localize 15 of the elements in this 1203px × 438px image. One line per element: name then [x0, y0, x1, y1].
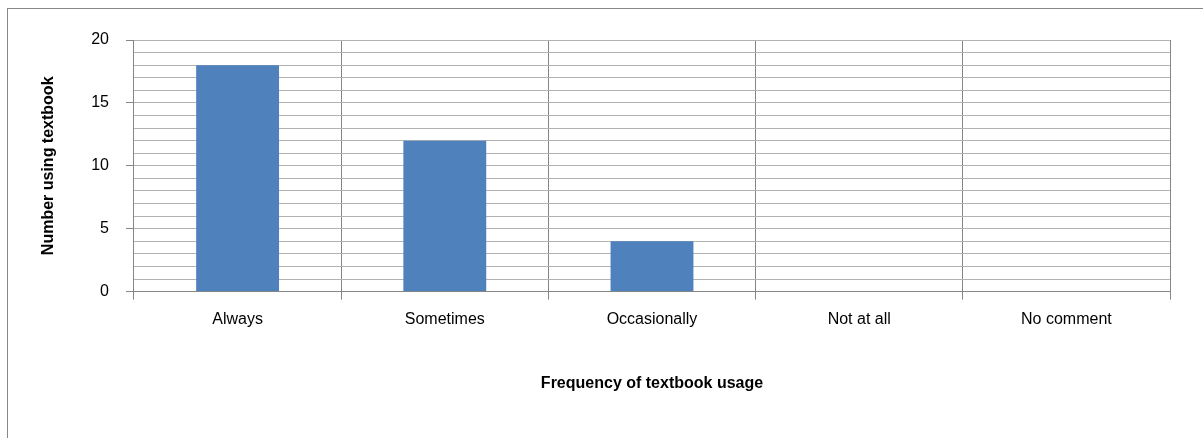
- y-tick-label: 10: [91, 156, 110, 174]
- y-tick-label: 20: [91, 30, 110, 48]
- x-tick-label: Occasionally: [606, 309, 698, 327]
- y-tick-label: 5: [100, 219, 110, 237]
- bar: [610, 241, 694, 292]
- x-tick-label: No comment: [1021, 309, 1113, 327]
- x-tick-label: Sometimes: [404, 309, 485, 327]
- y-tick-label: 0: [100, 282, 110, 300]
- bar: [403, 140, 487, 292]
- x-tick-label: Always: [212, 309, 263, 327]
- y-axis-title: Number using textbook: [39, 76, 57, 256]
- bar: [196, 65, 280, 292]
- x-axis-title: Frequency of textbook usage: [540, 373, 764, 391]
- y-tick-label: 15: [91, 93, 110, 111]
- x-tick-label: Not at all: [827, 309, 891, 327]
